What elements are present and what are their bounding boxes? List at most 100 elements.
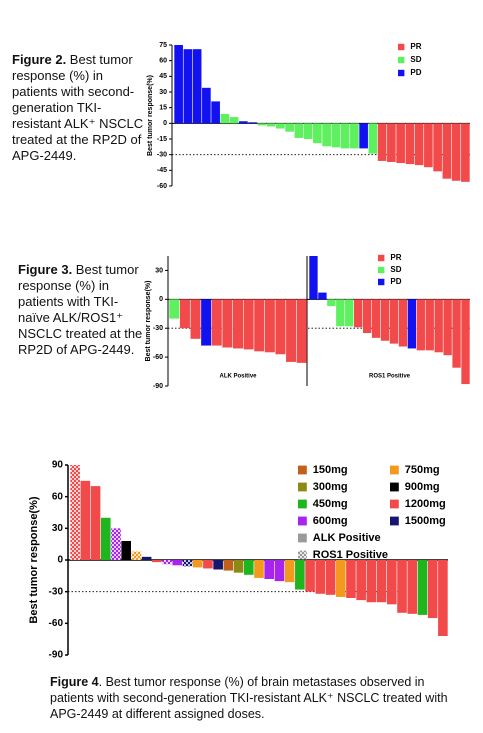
bar <box>322 123 331 147</box>
legend-swatch <box>398 69 405 77</box>
bar <box>368 123 378 154</box>
bar <box>296 299 307 363</box>
bar <box>174 45 183 124</box>
legend-label: SD <box>410 55 421 64</box>
bar <box>405 123 415 165</box>
y-tick-label: 30 <box>52 523 64 534</box>
caption-label: Figure 4 <box>50 675 99 689</box>
bar <box>407 560 418 614</box>
bar <box>254 299 265 352</box>
bar <box>350 123 359 149</box>
y-tick-label: -30 <box>153 325 163 332</box>
bar <box>376 560 387 603</box>
y-tick-label: 0 <box>163 120 167 127</box>
bar <box>380 299 390 341</box>
bar <box>335 560 346 597</box>
bar <box>201 299 212 346</box>
bar <box>362 299 372 334</box>
bar <box>387 123 396 162</box>
bar <box>233 560 244 573</box>
bar <box>424 123 433 168</box>
bar <box>213 560 223 570</box>
bar <box>452 299 461 368</box>
legend-label: 300mg <box>313 481 348 493</box>
bar <box>111 528 121 560</box>
bar <box>222 299 233 348</box>
caption-label: Figure 3. <box>18 262 73 277</box>
group-label: ROS1 Positive <box>369 374 411 380</box>
bar <box>359 123 368 149</box>
bar <box>70 465 80 560</box>
caption: Figure 2. Best tumor response (%) in pat… <box>12 52 147 164</box>
bar <box>264 299 275 353</box>
bar <box>325 560 336 595</box>
group-label: ALK Positive <box>219 374 257 380</box>
bar <box>433 123 442 172</box>
bar <box>366 560 377 603</box>
legend-label: 750mg <box>405 464 440 476</box>
bar <box>396 123 405 164</box>
chart: 30 0 -30 -60 -90 Best tumor response(%) ALK Po… <box>145 253 470 390</box>
legend-swatch <box>298 516 307 526</box>
bar <box>371 299 381 338</box>
bar <box>211 101 220 124</box>
bar <box>257 123 267 126</box>
legend-swatch <box>398 43 405 51</box>
bar <box>340 123 350 149</box>
bar <box>266 123 276 127</box>
bar <box>416 299 425 351</box>
y-axis-title: Best tumor response(%) <box>28 496 40 623</box>
legend-label: 450mg <box>313 498 348 510</box>
legend-swatch <box>298 499 307 509</box>
bar <box>152 560 162 563</box>
y-tick-label: -90 <box>153 383 163 390</box>
bar <box>377 123 387 161</box>
bar <box>305 560 315 592</box>
y-tick-label: -60 <box>49 618 64 629</box>
legend-label: ROS1 Positive <box>313 549 388 561</box>
bar <box>141 556 152 560</box>
bar <box>427 560 438 619</box>
y-tick-label: -90 <box>49 650 64 661</box>
bar <box>398 299 408 347</box>
y-tick-label: -60 <box>157 183 167 190</box>
bar <box>336 299 345 327</box>
caption-text: . Best tumor response (%) of brain metas… <box>50 675 448 721</box>
bar <box>162 560 172 565</box>
legend-swatch <box>390 482 399 492</box>
bar <box>461 299 470 385</box>
y-tick-label: 60 <box>159 58 167 65</box>
legend-swatch <box>298 465 307 475</box>
legend-swatch <box>378 254 385 262</box>
bar <box>295 560 305 590</box>
legend-swatch <box>390 499 399 509</box>
bar <box>232 299 244 349</box>
bar <box>203 560 213 569</box>
y-tick-label: -60 <box>153 354 163 361</box>
legend-label: 1200mg <box>405 498 446 510</box>
bar <box>425 299 434 351</box>
bar <box>275 299 286 355</box>
y-tick-label: 90 <box>52 460 64 471</box>
caption: Figure 3. Best tumor response (%) in pat… <box>18 262 143 358</box>
bar <box>451 123 461 181</box>
bar <box>407 299 417 349</box>
y-axis-title: Best tumor response(%) <box>147 75 154 156</box>
bar <box>442 123 452 179</box>
bar <box>397 560 407 613</box>
legend-label: SD <box>390 265 401 274</box>
bar <box>285 123 294 132</box>
y-tick-label: 75 <box>159 42 167 49</box>
bar <box>274 560 285 582</box>
y-tick-label: 0 <box>57 555 63 566</box>
y-tick-label: -15 <box>157 136 167 143</box>
legend-label: 1500mg <box>405 515 446 527</box>
bar <box>254 560 264 578</box>
caption-text: Best tumor response (%) in patients with… <box>18 262 143 357</box>
bar <box>248 122 257 124</box>
bar <box>100 517 111 560</box>
bar <box>80 480 91 560</box>
bar <box>192 560 203 568</box>
bar <box>434 299 443 353</box>
